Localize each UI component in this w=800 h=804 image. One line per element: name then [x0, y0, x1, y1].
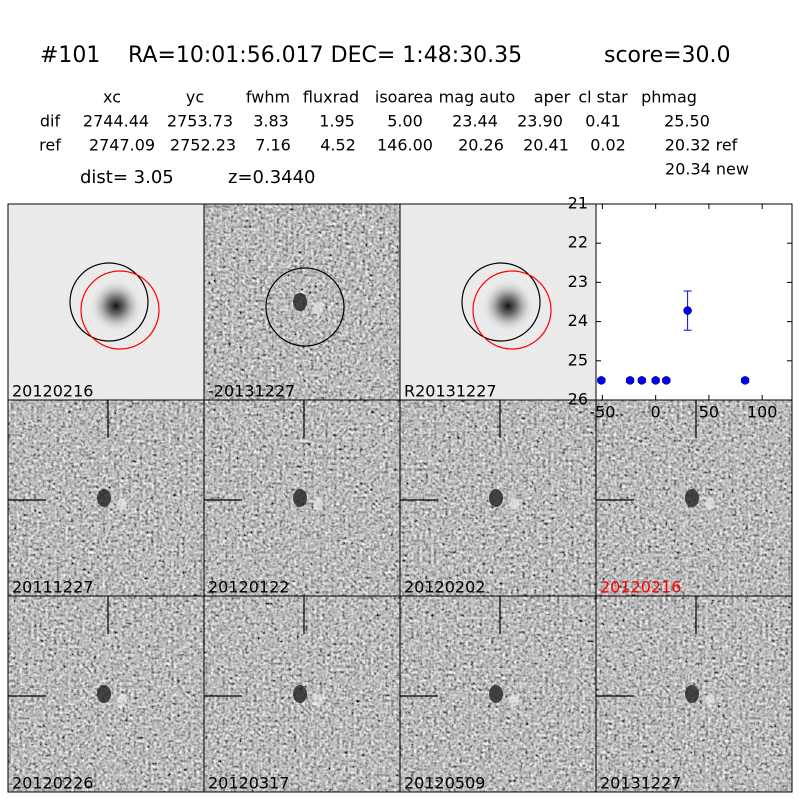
source	[482, 280, 534, 332]
reference-circle	[69, 262, 149, 342]
source	[293, 489, 307, 507]
table-cell: 23.90	[517, 112, 563, 131]
y-tick-label: 25	[568, 350, 588, 369]
score: score=30.0	[604, 43, 731, 68]
table-cell: 2752.23	[170, 136, 236, 155]
detection-circle	[80, 270, 160, 350]
source	[293, 685, 307, 703]
table-cell: 23.44	[452, 112, 498, 131]
panel-label: R20131227	[404, 382, 497, 401]
column-header: cl star	[578, 88, 628, 107]
x-tick-label: 50	[699, 403, 719, 422]
column-header: yc	[186, 88, 204, 107]
point	[597, 376, 606, 385]
candidate-id: #101	[40, 43, 100, 68]
panel-label: 20120216	[12, 382, 93, 401]
coordinates: RA=10:01:56.017 DEC= 1:48:30.35	[128, 43, 522, 68]
table-cell: 0.02	[590, 136, 626, 155]
source	[97, 489, 111, 507]
table-cell: 2744.44	[83, 112, 149, 131]
panel-label: 20120509	[404, 774, 485, 793]
table-cell: 20.41	[523, 136, 569, 155]
column-header: phmag	[641, 88, 697, 107]
table-cell: 2747.09	[89, 136, 155, 155]
point	[637, 376, 647, 385]
source	[97, 685, 111, 703]
point	[651, 376, 660, 385]
column-header: xc	[103, 88, 121, 107]
column-header: fwhm	[246, 88, 290, 107]
residual	[509, 498, 519, 510]
distance: dist= 3.05	[80, 167, 174, 188]
plot-area	[595, 203, 793, 401]
reference-circle	[265, 267, 345, 347]
source	[685, 489, 699, 507]
panel-label: 20120317	[208, 774, 289, 793]
residual	[509, 694, 519, 706]
residual	[117, 498, 127, 510]
residual	[313, 498, 323, 510]
table-cell: 20.26	[458, 136, 504, 155]
x-tick-label: -50	[589, 403, 615, 422]
table-cell: 7.16	[255, 136, 291, 155]
panel-label: 20120122	[208, 578, 289, 597]
table-cell: 4.52	[320, 136, 356, 155]
x-tick-label: 100	[747, 403, 778, 422]
panel-label: 20131227	[600, 774, 681, 793]
table-cell: dif	[40, 112, 61, 131]
source	[293, 293, 307, 311]
table-note: 20.34 new	[665, 160, 749, 179]
panel-label: 20120216	[600, 578, 681, 597]
table-cell: 5.00	[387, 112, 423, 131]
redshift: z=0.3440	[228, 167, 316, 188]
column-header: mag auto	[439, 88, 516, 107]
x-tick-label: 0	[651, 403, 661, 422]
table-cell: 20.32 ref	[665, 136, 738, 155]
residual	[313, 302, 323, 314]
column-header: aper	[534, 88, 571, 107]
y-tick-label: 23	[568, 272, 588, 291]
table-cell: 146.00	[377, 136, 433, 155]
y-tick-label: 26	[568, 390, 588, 409]
y-tick-label: 22	[568, 233, 588, 252]
residual	[117, 694, 127, 706]
panel-frame	[595, 595, 793, 793]
source	[685, 685, 699, 703]
y-tick-label: 24	[568, 311, 588, 330]
column-header: fluxrad	[303, 88, 359, 107]
point	[683, 306, 692, 315]
y-tick-label: 21	[568, 194, 588, 213]
table-cell: 0.41	[585, 112, 621, 131]
table-cell: ref	[39, 136, 61, 155]
residual	[705, 498, 715, 510]
column-header: isoarea	[375, 88, 433, 107]
table-cell: 1.95	[319, 112, 355, 131]
table-cell: 3.83	[253, 112, 289, 131]
residual	[705, 694, 715, 706]
reference-circle	[461, 262, 541, 342]
point	[625, 376, 635, 385]
source	[489, 685, 503, 703]
residual	[313, 694, 323, 706]
table-cell: 2753.73	[167, 112, 233, 131]
source	[489, 489, 503, 507]
source	[90, 280, 142, 332]
table-cell: 25.50	[664, 112, 710, 131]
panel-label: 20120202	[404, 578, 485, 597]
panel-label: -20131227	[208, 382, 295, 401]
panel-label: 20111227	[12, 578, 93, 597]
panel-label: 20120226	[12, 774, 93, 793]
detection-circle	[472, 270, 552, 350]
point	[662, 376, 671, 385]
point	[740, 376, 750, 385]
